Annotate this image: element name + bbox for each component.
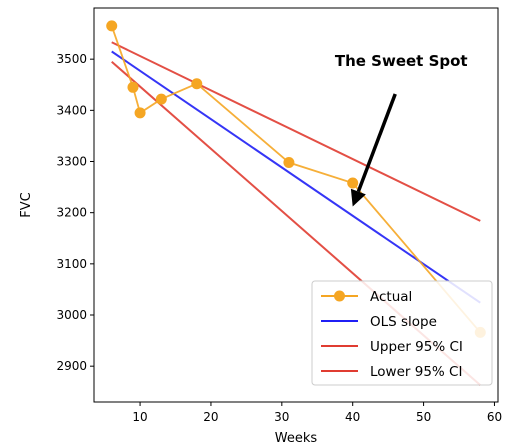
data-point-actual	[191, 78, 203, 90]
y-tick-label: 3100	[56, 257, 87, 271]
y-tick-label: 3400	[56, 103, 87, 117]
x-axis-ticks: 10 20 30 40 50 60	[132, 402, 502, 424]
legend-label-lower-95-ci: Lower 95% CI	[370, 364, 462, 380]
x-axis-title: Weeks	[275, 431, 318, 446]
annotation-text: The Sweet Spot	[335, 52, 468, 70]
annotation: The Sweet Spot	[335, 52, 468, 207]
annotation-arrow-shaft	[356, 93, 397, 193]
x-tick-label: 60	[487, 410, 502, 424]
x-tick-label: 30	[274, 410, 289, 424]
data-point-actual	[347, 177, 359, 189]
legend-label-ols-slope: OLS slope	[370, 314, 437, 330]
data-point-actual	[134, 107, 146, 119]
legend-label-actual: Actual	[370, 289, 412, 305]
y-tick-label: 2900	[56, 359, 87, 373]
plot-area-frame	[93, 7, 499, 403]
legend-marker-actual	[334, 290, 345, 302]
legend-box	[311, 280, 493, 386]
y-tick-label: 3500	[56, 52, 87, 66]
legend-label-upper-95-ci: Upper 95% CI	[370, 339, 463, 355]
series-line-ols-slope	[111, 50, 481, 304]
y-axis-ticks: 2900 3000 3100 3200 3300 3400 3500	[56, 52, 94, 373]
y-axis-title: FVC	[19, 192, 34, 217]
y-tick-label: 3300	[56, 155, 87, 169]
data-point-actual	[127, 81, 139, 93]
x-tick-label: 50	[416, 410, 431, 424]
annotation-arrow-head	[350, 188, 366, 207]
data-point-actual	[155, 93, 167, 105]
data-point-actual	[283, 157, 295, 169]
data-point-actual	[106, 20, 118, 32]
x-tick-label: 10	[132, 410, 147, 424]
series-line-upper-95-ci	[111, 41, 481, 222]
legend: Actual OLS slope Upper 95% CI Lower 95% CI	[311, 280, 493, 386]
x-tick-label: 20	[203, 410, 218, 424]
y-tick-label: 3200	[56, 206, 87, 220]
y-tick-label: 3000	[56, 308, 87, 322]
x-tick-label: 40	[345, 410, 360, 424]
